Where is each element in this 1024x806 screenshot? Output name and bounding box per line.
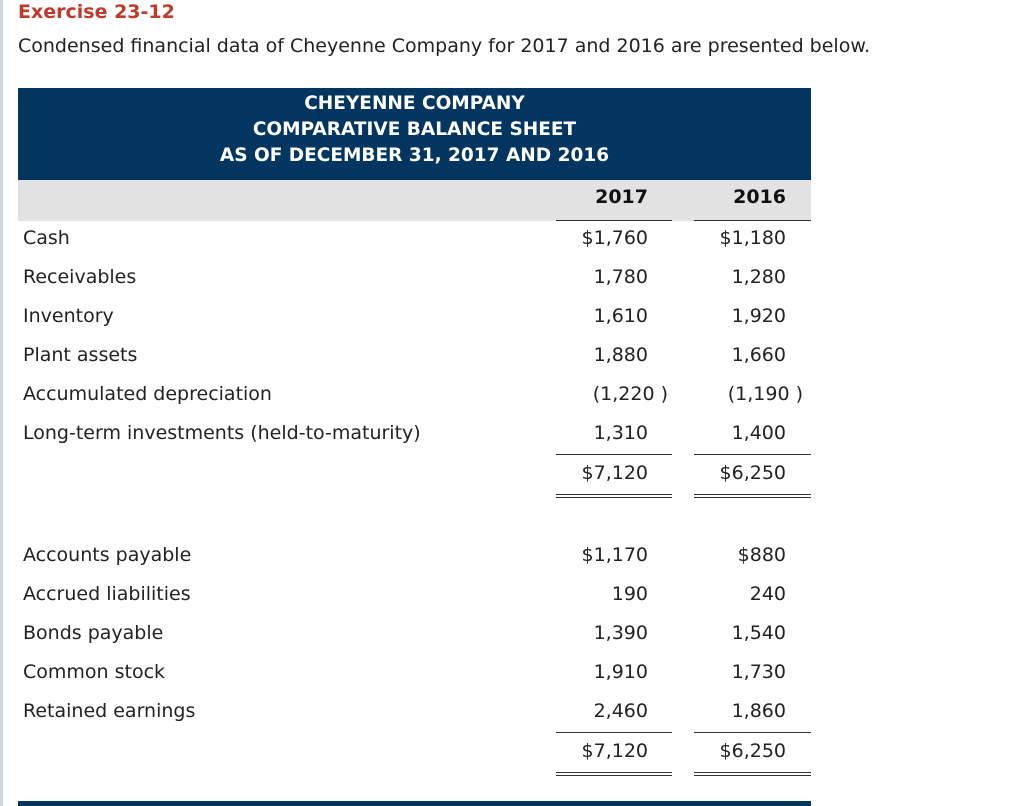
table-row: Accounts payable $1,170 $880 — [18, 537, 811, 576]
row-label: Long-term investments (held-to-maturity) — [23, 422, 421, 444]
liabilities-total-row: $7,120 $6,250 — [18, 733, 811, 772]
assets-total-2016: $6,250 — [719, 462, 786, 484]
table-row: Cash $1,760 $1,180 — [18, 220, 811, 259]
total-double-rule-2016 — [694, 494, 811, 498]
company-name: CHEYENNE COMPANY — [304, 93, 525, 114]
row-label: Cash — [23, 227, 70, 249]
value-2017: $1,170 — [581, 544, 648, 566]
value-2017: $1,760 — [581, 227, 648, 249]
value-2017: 1,610 — [593, 305, 648, 327]
value-2017: 2,460 — [593, 700, 648, 722]
value-2016: (1,190 ) — [727, 383, 803, 405]
value-2017: 1,880 — [593, 344, 648, 366]
row-label: Bonds payable — [23, 622, 164, 644]
row-label: Accrued liabilities — [23, 583, 191, 605]
statement-name: COMPARATIVE BALANCE SHEET — [252, 119, 577, 140]
table-row: Long-term investments (held-to-maturity)… — [18, 415, 811, 454]
value-2017: 1,310 — [593, 422, 648, 444]
table-row: Plant assets 1,880 1,660 — [18, 337, 811, 376]
header-underline-2016 — [694, 220, 811, 221]
value-2016: 1,540 — [731, 622, 786, 644]
subtotal-rule-2016 — [694, 732, 811, 733]
column-header-row: 2017 2016 — [18, 180, 811, 221]
value-2016: $1,180 — [719, 227, 786, 249]
liabilities-total-2017: $7,120 — [581, 740, 648, 762]
total-double-rule-2017 — [556, 772, 672, 776]
intro-text: Condensed financial data of Cheyenne Com… — [18, 35, 871, 57]
table-row: Inventory 1,610 1,920 — [18, 298, 811, 337]
liabilities-total-2016: $6,250 — [719, 740, 786, 762]
table-row: Bonds payable 1,390 1,540 — [18, 615, 811, 654]
column-header-2017: 2017 — [595, 186, 648, 208]
table-banner: CHEYENNE COMPANY COMPARATIVE BALANCE SHE… — [18, 88, 811, 180]
assets-total-row: $7,120 $6,250 — [18, 455, 811, 494]
total-double-rule-2016 — [694, 772, 811, 776]
value-2016: 1,920 — [731, 305, 786, 327]
value-2016: 1,400 — [731, 422, 786, 444]
value-2017: 1,780 — [593, 266, 648, 288]
row-label: Plant assets — [23, 344, 138, 366]
table-row: Accrued liabilities 190 240 — [18, 576, 811, 615]
subtotal-rule-2016 — [694, 454, 811, 455]
value-2016: 1,660 — [731, 344, 786, 366]
table-row: Accumulated depreciation (1,220 ) (1,190… — [18, 376, 811, 415]
balance-sheet-table: CHEYENNE COMPANY COMPARATIVE BALANCE SHE… — [18, 88, 811, 776]
subtotal-rule-2017 — [556, 454, 672, 455]
row-label: Inventory — [23, 305, 114, 327]
row-label: Receivables — [23, 266, 137, 288]
table-row: Common stock 1,910 1,730 — [18, 654, 811, 693]
row-label: Accumulated depreciation — [23, 383, 272, 405]
value-2016: 1,860 — [731, 700, 786, 722]
value-2017: 190 — [611, 583, 648, 605]
column-header-2016: 2016 — [733, 186, 786, 208]
value-2017: 1,390 — [593, 622, 648, 644]
statement-date: AS OF DECEMBER 31, 2017 AND 2016 — [219, 145, 610, 166]
value-2017: 1,910 — [593, 661, 648, 683]
table-row: Receivables 1,780 1,280 — [18, 259, 811, 298]
value-2017: (1,220 ) — [592, 383, 668, 405]
row-label: Retained earnings — [23, 700, 196, 722]
assets-total-2017: $7,120 — [581, 462, 648, 484]
value-2016: 1,280 — [731, 266, 786, 288]
subtotal-rule-2017 — [556, 732, 672, 733]
value-2016: $880 — [737, 544, 786, 566]
left-border — [0, 0, 3, 806]
value-2016: 1,730 — [731, 661, 786, 683]
row-label: Accounts payable — [23, 544, 192, 566]
row-label: Common stock — [23, 661, 166, 683]
total-double-rule-2017 — [556, 494, 672, 498]
header-underline-2017 — [556, 220, 672, 221]
table-row: Retained earnings 2,460 1,860 — [18, 693, 811, 732]
value-2016: 240 — [749, 583, 786, 605]
table-bottom-border — [18, 801, 811, 806]
exercise-title: Exercise 23-12 — [18, 1, 175, 23]
